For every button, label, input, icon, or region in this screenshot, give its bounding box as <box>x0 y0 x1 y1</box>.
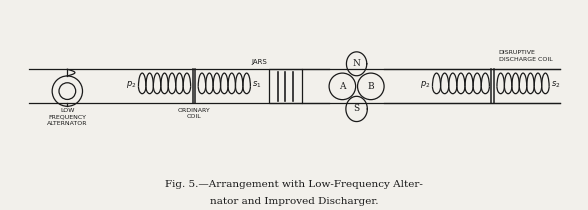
Text: DISCHARGE COIL: DISCHARGE COIL <box>499 57 553 62</box>
Text: DISRUPTIVE: DISRUPTIVE <box>499 50 536 55</box>
Text: Fig. 5.—Arrangement with Low-Frequency Alter-: Fig. 5.—Arrangement with Low-Frequency A… <box>165 180 423 189</box>
Text: B: B <box>368 82 374 91</box>
Text: JARS: JARS <box>251 59 267 64</box>
Text: nator and Improved Discharger.: nator and Improved Discharger. <box>210 197 378 206</box>
Text: $s_2$: $s_2$ <box>551 79 560 90</box>
Bar <box>269 69 302 104</box>
Text: LOW
FREQUENCY
ALTERNATOR: LOW FREQUENCY ALTERNATOR <box>47 108 88 126</box>
Text: S: S <box>353 104 360 113</box>
Text: $s_1$: $s_1$ <box>252 79 262 90</box>
Text: N: N <box>353 59 360 68</box>
Circle shape <box>329 73 356 100</box>
Circle shape <box>358 73 384 100</box>
Text: $p_2$: $p_2$ <box>420 79 430 90</box>
Text: $p_2$: $p_2$ <box>126 79 136 90</box>
Text: A: A <box>339 82 346 91</box>
Text: ORDINARY
COIL: ORDINARY COIL <box>178 108 211 119</box>
